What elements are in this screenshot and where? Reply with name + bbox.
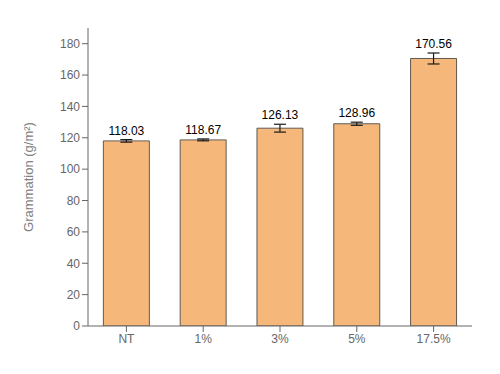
svg-text:0: 0 xyxy=(73,319,80,333)
svg-text:128.96: 128.96 xyxy=(338,106,375,120)
svg-text:1%: 1% xyxy=(195,332,213,346)
svg-text:180: 180 xyxy=(60,37,80,51)
svg-text:40: 40 xyxy=(67,257,81,271)
svg-text:120: 120 xyxy=(60,131,80,145)
svg-text:118.67: 118.67 xyxy=(185,123,221,137)
svg-text:60: 60 xyxy=(67,225,81,239)
svg-text:5%: 5% xyxy=(348,332,366,346)
svg-text:NT: NT xyxy=(118,332,135,346)
svg-text:160: 160 xyxy=(60,68,80,82)
svg-text:80: 80 xyxy=(67,194,81,208)
svg-text:140: 140 xyxy=(60,100,80,114)
svg-text:3%: 3% xyxy=(271,332,289,346)
svg-text:Grammation (g/m²): Grammation (g/m²) xyxy=(21,122,36,232)
svg-text:20: 20 xyxy=(67,288,81,302)
svg-text:118.03: 118.03 xyxy=(108,124,144,138)
svg-text:100: 100 xyxy=(60,162,80,176)
svg-text:126.13: 126.13 xyxy=(262,108,299,122)
svg-text:17.5%: 17.5% xyxy=(417,332,451,346)
svg-text:170.56: 170.56 xyxy=(415,37,452,51)
